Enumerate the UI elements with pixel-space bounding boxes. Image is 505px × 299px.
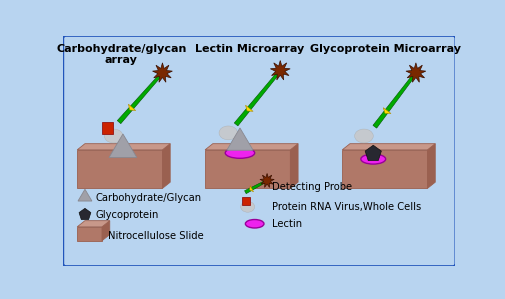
Polygon shape [205,150,290,188]
Text: Carbohydrate/Glycan: Carbohydrate/Glycan [95,193,201,203]
Polygon shape [382,108,390,114]
Text: Detecting Probe: Detecting Probe [272,182,352,192]
Polygon shape [78,189,92,201]
Polygon shape [109,134,137,158]
Polygon shape [245,105,252,111]
Ellipse shape [225,147,254,158]
Polygon shape [162,144,170,188]
Polygon shape [365,145,381,161]
Polygon shape [372,72,416,128]
Polygon shape [405,63,425,82]
Polygon shape [341,150,427,188]
Polygon shape [226,128,252,150]
FancyBboxPatch shape [62,35,456,267]
FancyBboxPatch shape [102,122,113,134]
Polygon shape [249,186,253,192]
Ellipse shape [219,126,237,140]
Polygon shape [128,104,135,111]
Ellipse shape [245,219,264,228]
Polygon shape [427,144,434,188]
Ellipse shape [104,129,123,143]
Polygon shape [102,221,110,241]
Polygon shape [77,227,102,241]
Text: Lectin: Lectin [272,219,302,229]
Polygon shape [79,208,91,219]
Text: Glycoprotein Microarray: Glycoprotein Microarray [310,44,460,54]
Polygon shape [341,144,434,150]
Text: Carbohydrate/glycan
array: Carbohydrate/glycan array [56,44,186,65]
Text: Protein RNA Virus,Whole Cells: Protein RNA Virus,Whole Cells [272,202,421,212]
Text: Glycoprotein: Glycoprotein [95,210,159,219]
Polygon shape [117,72,163,124]
Polygon shape [234,70,281,126]
Polygon shape [290,144,297,188]
Polygon shape [77,144,170,150]
Text: Lectin Microarray: Lectin Microarray [194,44,304,54]
Polygon shape [152,63,172,82]
Polygon shape [260,173,274,187]
Text: Nitrocellulose Slide: Nitrocellulose Slide [108,231,204,241]
Ellipse shape [240,202,254,212]
Polygon shape [205,144,297,150]
Polygon shape [77,221,110,227]
Polygon shape [77,150,162,188]
Polygon shape [270,60,289,80]
Ellipse shape [354,129,373,143]
Ellipse shape [360,154,385,164]
Polygon shape [244,180,267,194]
FancyBboxPatch shape [241,197,250,205]
